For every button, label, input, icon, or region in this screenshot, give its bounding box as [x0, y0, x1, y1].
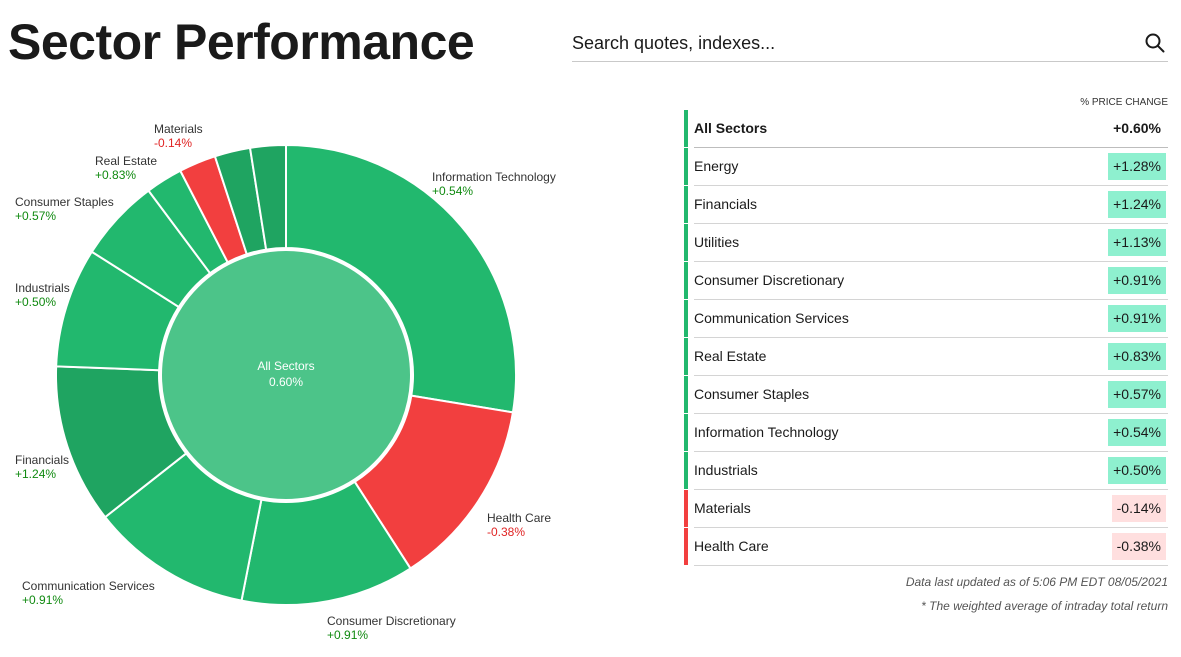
sector-donut-chart: All Sectors 0.60% Information Technology… — [0, 90, 670, 657]
slice-label-value: +0.50% — [15, 295, 57, 309]
sector-table: % Price Change All Sectors +0.60% Energy… — [684, 96, 1168, 566]
row-name: Consumer Staples — [694, 386, 810, 402]
column-header-price-change: % Price Change — [1080, 97, 1168, 108]
slice-label-value: +0.54% — [432, 184, 474, 198]
slice-energy[interactable] — [248, 143, 287, 251]
table-row-utilities[interactable]: Utilities +1.13% — [684, 224, 1168, 262]
table-row-real-estate[interactable]: Real Estate +0.83% — [684, 338, 1168, 376]
row-name: Consumer Discretionary — [694, 272, 845, 288]
slice-label-health-care: Health Care -0.38% — [487, 511, 551, 539]
slice-label-value: +0.57% — [15, 209, 57, 223]
row-value-badge: -0.14% — [1111, 495, 1166, 522]
row-indicator — [684, 224, 688, 261]
table-rows: Energy +1.28% Financials +1.24% Utilities +1.… — [684, 148, 1168, 566]
row-indicator — [684, 148, 688, 185]
row-indicator — [684, 490, 688, 527]
slice-label-consumer-discretionary: Consumer Discretionary +0.91% — [327, 614, 456, 642]
slice-label-industrials: Industrials +0.50% — [15, 281, 70, 309]
search-bar — [572, 24, 1168, 62]
row-value-badge: +0.50% — [1108, 457, 1166, 484]
slice-label-information-technology: Information Technology +0.54% — [432, 170, 556, 198]
row-indicator — [684, 300, 688, 337]
data-updated-note: Data last updated as of 5:06 PM EDT 08/0… — [905, 575, 1168, 589]
slice-label-value: +1.24% — [15, 467, 57, 481]
row-name: Utilities — [694, 234, 740, 250]
table-row-consumer-staples[interactable]: Consumer Staples +0.57% — [684, 376, 1168, 414]
slice-label-name: Information Technology — [432, 170, 556, 184]
table-row-consumer-discretionary[interactable]: Consumer Discretionary +0.91% — [684, 262, 1168, 300]
weighted-average-note: * The weighted average of intraday total… — [921, 599, 1168, 613]
row-indicator — [684, 338, 688, 375]
slice-label-name: Industrials — [15, 281, 70, 295]
row-indicator — [684, 186, 688, 223]
table-row-all-sectors[interactable]: All Sectors +0.60% — [684, 110, 1168, 148]
row-name: Communication Services — [694, 310, 849, 326]
table-row-industrials[interactable]: Industrials +0.50% — [684, 452, 1168, 490]
row-indicator — [684, 414, 688, 451]
row-indicator — [684, 262, 688, 299]
slice-label-real-estate: Real Estate +0.83% — [95, 154, 157, 182]
row-indicator — [684, 376, 688, 413]
row-name: Industrials — [694, 462, 758, 478]
slice-label-value: +0.91% — [22, 593, 64, 607]
slice-label-name: Health Care — [487, 511, 552, 525]
slice-label-value: +0.91% — [327, 628, 369, 642]
row-value-badge: +1.13% — [1108, 229, 1166, 256]
row-indicator — [684, 528, 688, 565]
search-icon[interactable] — [1144, 32, 1166, 54]
row-value-badge: +0.91% — [1108, 305, 1166, 332]
row-value-badge: +0.57% — [1108, 381, 1166, 408]
row-name: Financials — [694, 196, 758, 212]
slice-label-consumer-staples: Consumer Staples +0.57% — [15, 195, 114, 223]
search-input[interactable] — [572, 28, 1132, 58]
slice-information-technology[interactable] — [285, 143, 517, 414]
row-name: Materials — [694, 500, 751, 516]
row-name: Health Care — [694, 538, 769, 554]
row-value-badge: +0.91% — [1108, 267, 1166, 294]
row-value-badge: +0.83% — [1108, 343, 1166, 370]
row-name: Information Technology — [694, 424, 839, 440]
slice-label-name: Consumer Staples — [15, 195, 114, 209]
slice-label-communication-services: Communication Services +0.91% — [22, 579, 155, 607]
row-name: All Sectors — [694, 120, 768, 136]
center-circle[interactable] — [160, 249, 412, 501]
row-value-badge: +1.24% — [1108, 191, 1166, 218]
table-row-communication-services[interactable]: Communication Services +0.91% — [684, 300, 1168, 338]
row-indicator — [684, 110, 688, 147]
center-label-value: 0.60% — [268, 375, 304, 389]
table-row-information-technology[interactable]: Information Technology +0.54% — [684, 414, 1168, 452]
table-row-energy[interactable]: Energy +1.28% — [684, 148, 1168, 186]
slice-label-name: Real Estate — [95, 154, 158, 168]
row-value-badge: +0.54% — [1108, 419, 1166, 446]
row-name: Real Estate — [694, 348, 767, 364]
donut-svg — [55, 143, 517, 606]
slice-label-name: Financials — [15, 453, 70, 467]
table-row-health-care[interactable]: Health Care -0.38% — [684, 528, 1168, 566]
slice-label-value: -0.14% — [154, 136, 193, 150]
center-label[interactable]: All Sectors 0.60% — [186, 358, 386, 390]
row-indicator — [684, 452, 688, 489]
center-label-name: All Sectors — [257, 359, 315, 373]
table-row-materials[interactable]: Materials -0.14% — [684, 490, 1168, 528]
slice-label-name: Communication Services — [22, 579, 155, 593]
slice-label-value: +0.83% — [95, 168, 137, 182]
slice-label-financials: Financials +1.24% — [15, 453, 69, 481]
table-row-financials[interactable]: Financials +1.24% — [684, 186, 1168, 224]
slice-label-materials: Materials -0.14% — [154, 122, 203, 150]
slice-label-name: Materials — [154, 122, 203, 136]
row-value-badge: -0.38% — [1111, 533, 1166, 560]
row-name: Energy — [694, 158, 739, 174]
page-title: Sector Performance — [8, 14, 475, 70]
row-value-badge: +1.28% — [1108, 153, 1166, 180]
slice-label-value: -0.38% — [487, 525, 526, 539]
slice-label-name: Consumer Discretionary — [327, 614, 456, 628]
row-value: +0.60% — [1113, 120, 1161, 136]
